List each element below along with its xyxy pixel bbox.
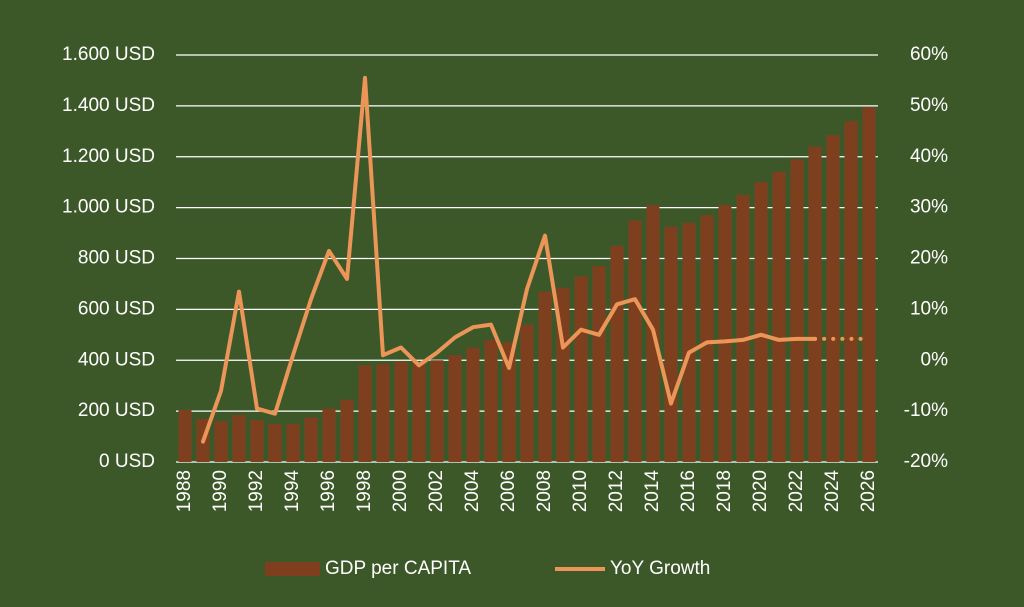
x-tick-label: 1998 — [354, 470, 375, 512]
bar — [340, 399, 354, 462]
bar — [466, 347, 480, 462]
bar — [430, 360, 444, 462]
bar — [448, 355, 462, 462]
x-tick-label: 1988 — [174, 470, 195, 512]
legend-label: YoY Growth — [610, 558, 710, 579]
y-tick-label: 200 USD — [78, 400, 155, 421]
line — [201, 75, 817, 444]
x-tick-label: 2002 — [426, 470, 447, 512]
y-tick-label: 1.600 USD — [62, 44, 155, 65]
legend-swatch — [265, 562, 320, 576]
x-tick-label: 2024 — [822, 470, 843, 513]
x-tick-label: 2008 — [534, 470, 555, 512]
x-tick-label: 2018 — [714, 470, 735, 512]
bar — [808, 146, 822, 462]
y2-tick-label: 50% — [910, 95, 948, 116]
x-tick-label: 2000 — [390, 470, 411, 512]
y2-tick-label: 0% — [921, 349, 949, 370]
x-tick-label: 2020 — [750, 470, 771, 512]
y-tick-label: 600 USD — [78, 298, 155, 319]
x-tick-label: 2014 — [642, 470, 663, 513]
bar — [520, 324, 534, 462]
y2-tick-label: -10% — [904, 400, 948, 421]
bar — [250, 420, 264, 462]
bar — [376, 364, 390, 462]
bar — [412, 362, 426, 462]
bar — [844, 121, 858, 462]
y-tick-label: 400 USD — [78, 349, 155, 370]
y2-tick-label: 60% — [910, 44, 948, 65]
y-tick-label: 1.000 USD — [62, 197, 155, 218]
bar — [700, 215, 714, 462]
x-tick-label: 2006 — [498, 470, 519, 512]
bar — [736, 194, 750, 462]
x-tick-label: 2004 — [462, 470, 483, 513]
y-tick-label: 1.400 USD — [62, 95, 155, 116]
bar — [682, 222, 696, 462]
bar — [358, 365, 372, 462]
bar — [268, 423, 282, 462]
bar — [772, 172, 786, 462]
x-tick-label: 1994 — [282, 470, 303, 513]
bar — [484, 339, 498, 462]
bar — [754, 182, 768, 462]
bar — [322, 408, 336, 462]
bar — [304, 417, 318, 462]
x-tick-label: 1990 — [210, 470, 231, 512]
bar — [214, 421, 228, 462]
x-tick-label: 2012 — [606, 470, 627, 512]
bar — [592, 266, 606, 462]
x-tick-label: 1996 — [318, 470, 339, 512]
y-tick-label: 0 USD — [99, 451, 155, 472]
y2-tick-label: 30% — [910, 197, 948, 218]
bar — [718, 205, 732, 463]
bar — [394, 361, 408, 462]
bar — [502, 342, 516, 462]
bar — [610, 245, 624, 462]
y2-tick-label: -20% — [904, 451, 948, 472]
bar — [826, 135, 840, 463]
x-tick-label: 2022 — [786, 470, 807, 512]
bar — [286, 423, 300, 462]
x-tick-label: 2026 — [858, 470, 879, 512]
y2-tick-label: 40% — [910, 146, 948, 167]
bar — [574, 276, 588, 462]
bar — [628, 220, 642, 462]
y2-tick-label: 20% — [910, 248, 948, 269]
x-tick-label: 2016 — [678, 470, 699, 512]
bar — [538, 291, 552, 462]
legend-label: GDP per CAPITA — [325, 558, 471, 579]
y-tick-label: 800 USD — [78, 248, 155, 269]
x-tick-label: 1992 — [246, 470, 267, 512]
x-tick-label: 2010 — [570, 470, 591, 512]
y-tick-label: 1.200 USD — [62, 146, 155, 167]
bar — [232, 414, 246, 462]
bar — [862, 107, 876, 462]
bar — [664, 226, 678, 462]
bar — [178, 409, 192, 462]
bar — [790, 159, 804, 462]
y2-tick-label: 10% — [910, 298, 948, 319]
